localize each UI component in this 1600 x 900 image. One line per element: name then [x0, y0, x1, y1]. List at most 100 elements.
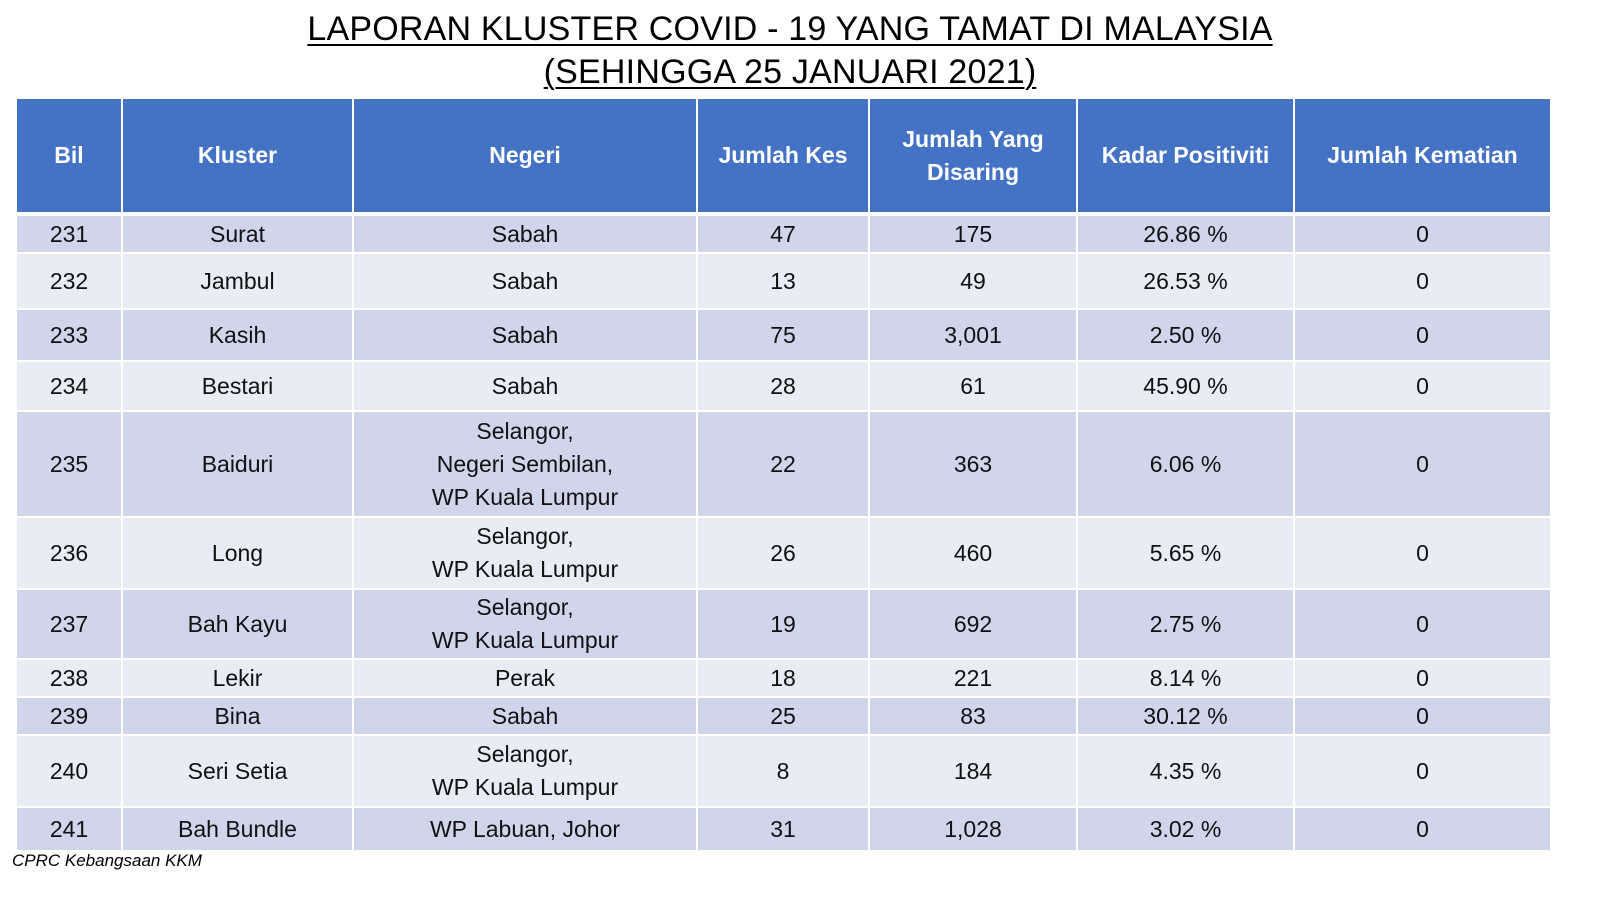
negeri-line: Negeri Sembilan, [436, 450, 614, 477]
header-negeri: Negeri [352, 97, 698, 215]
cell-positiviti: 45.90 % [1076, 360, 1295, 412]
header-bil: Bil [15, 97, 123, 215]
table-row: 232 Jambul Sabah 13 49 26.53 % 0 [15, 252, 1552, 310]
cell-negeri: Sabah [352, 213, 698, 254]
cell-disaring: 83 [868, 696, 1078, 736]
negeri-line: WP Kuala Lumpur [431, 556, 619, 582]
cell-positiviti: 6.06 % [1076, 410, 1295, 518]
negeri-line: Sabah [491, 267, 559, 294]
cell-kluster: Seri Setia [121, 734, 354, 808]
negeri-line: Sabah [491, 220, 559, 247]
cell-kematian: 0 [1293, 410, 1552, 518]
cell-positiviti: 26.86 % [1076, 213, 1295, 254]
cell-kluster: Bah Bundle [121, 806, 354, 852]
cell-kes: 13 [696, 252, 870, 310]
cell-positiviti: 5.65 % [1076, 516, 1295, 590]
cell-disaring: 692 [868, 588, 1078, 660]
cell-negeri: Selangor, WP Kuala Lumpur [352, 516, 698, 590]
cell-kes: 47 [696, 213, 870, 254]
cell-kluster: Jambul [121, 252, 354, 310]
cell-negeri: Sabah [352, 696, 698, 736]
cell-disaring: 3,001 [868, 308, 1078, 362]
cell-kluster: Baiduri [121, 410, 354, 518]
table-row: 238 Lekir Perak 18 221 8.14 % 0 [15, 658, 1552, 698]
cell-positiviti: 8.14 % [1076, 658, 1295, 698]
cell-bil: 236 [15, 516, 123, 590]
header-kluster: Kluster [121, 97, 354, 215]
report-title: LAPORAN KLUSTER COVID - 19 YANG TAMAT DI… [0, 8, 1580, 94]
cell-negeri: Selangor, Negeri Sembilan, WP Kuala Lump… [352, 410, 698, 518]
negeri-line: WP Kuala Lumpur [431, 774, 619, 800]
cell-kluster: Bah Kayu [121, 588, 354, 660]
table-row: 231 Surat Sabah 47 175 26.86 % 0 [15, 213, 1552, 254]
cell-negeri: Perak [352, 658, 698, 698]
negeri-line: Sabah [491, 372, 559, 399]
table-row: 235 Baiduri Selangor, Negeri Sembilan, W… [15, 410, 1552, 518]
cell-positiviti: 2.50 % [1076, 308, 1295, 362]
cell-kes: 22 [696, 410, 870, 518]
cell-negeri: Sabah [352, 252, 698, 310]
cell-bil: 240 [15, 734, 123, 808]
cell-disaring: 61 [868, 360, 1078, 412]
cell-kematian: 0 [1293, 213, 1552, 254]
header-row: Bil Kluster Negeri Jumlah Kes Jumlah Yan… [15, 97, 1552, 215]
negeri-line: Selangor, [476, 594, 574, 620]
cell-kluster: Bina [121, 696, 354, 736]
negeri-line: Sabah [491, 702, 559, 729]
cell-bil: 237 [15, 588, 123, 660]
cell-kematian: 0 [1293, 734, 1552, 808]
cell-kematian: 0 [1293, 588, 1552, 660]
cell-bil: 239 [15, 696, 123, 736]
cell-kluster: Kasih [121, 308, 354, 362]
cell-kematian: 0 [1293, 696, 1552, 736]
source-footer: CPRC Kebangsaan KKM [12, 851, 202, 870]
cell-disaring: 1,028 [868, 806, 1078, 852]
negeri-line: WP Kuala Lumpur [431, 627, 619, 653]
cell-kluster: Lekir [121, 658, 354, 698]
cell-bil: 241 [15, 806, 123, 852]
cell-positiviti: 26.53 % [1076, 252, 1295, 310]
cell-kes: 31 [696, 806, 870, 852]
cell-kematian: 0 [1293, 252, 1552, 310]
cell-negeri: Sabah [352, 308, 698, 362]
cell-positiviti: 4.35 % [1076, 734, 1295, 808]
cluster-table: Bil Kluster Negeri Jumlah Kes Jumlah Yan… [15, 97, 1552, 852]
cell-disaring: 175 [868, 213, 1078, 254]
cell-bil: 231 [15, 213, 123, 254]
table-row: 239 Bina Sabah 25 83 30.12 % 0 [15, 696, 1552, 736]
cell-kematian: 0 [1293, 516, 1552, 590]
cell-disaring: 460 [868, 516, 1078, 590]
cell-kes: 18 [696, 658, 870, 698]
cell-negeri: Selangor, WP Kuala Lumpur [352, 734, 698, 808]
cell-kematian: 0 [1293, 360, 1552, 412]
cell-positiviti: 3.02 % [1076, 806, 1295, 852]
negeri-line: Sabah [491, 321, 559, 348]
cell-kes: 8 [696, 734, 870, 808]
cell-kematian: 0 [1293, 308, 1552, 362]
header-jumlah-disaring: Jumlah Yang Disaring [868, 97, 1078, 215]
cell-bil: 232 [15, 252, 123, 310]
cell-positiviti: 2.75 % [1076, 588, 1295, 660]
negeri-line: Selangor, [476, 523, 574, 549]
cell-bil: 234 [15, 360, 123, 412]
cell-kluster: Long [121, 516, 354, 590]
table-row: 234 Bestari Sabah 28 61 45.90 % 0 [15, 360, 1552, 412]
table-row: 233 Kasih Sabah 75 3,001 2.50 % 0 [15, 308, 1552, 362]
cell-kes: 28 [696, 360, 870, 412]
cell-kes: 25 [696, 696, 870, 736]
table-row: 241 Bah Bundle WP Labuan, Johor 31 1,028… [15, 806, 1552, 852]
cell-kluster: Bestari [121, 360, 354, 412]
cell-positiviti: 30.12 % [1076, 696, 1295, 736]
header-jumlah-kes: Jumlah Kes [696, 97, 870, 215]
cell-negeri: Sabah [352, 360, 698, 412]
header-kadar-positiviti: Kadar Positiviti [1076, 97, 1295, 215]
negeri-line: WP Kuala Lumpur [431, 483, 619, 510]
cell-bil: 235 [15, 410, 123, 518]
cell-disaring: 363 [868, 410, 1078, 518]
header-jumlah-kematian: Jumlah Kematian [1293, 97, 1552, 215]
cell-negeri: WP Labuan, Johor [352, 806, 698, 852]
negeri-line: Selangor, [476, 741, 574, 767]
title-line-2: (SEHINGGA 25 JANUARI 2021) [543, 53, 1037, 91]
title-line-1: LAPORAN KLUSTER COVID - 19 YANG TAMAT DI… [307, 10, 1273, 48]
cell-disaring: 184 [868, 734, 1078, 808]
